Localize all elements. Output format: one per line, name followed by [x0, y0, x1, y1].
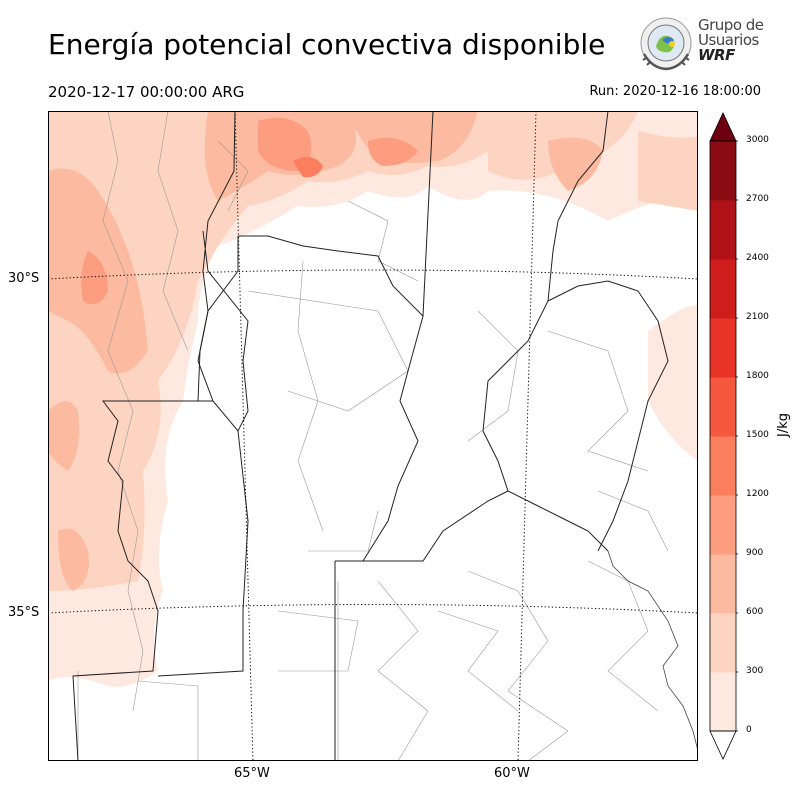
cape-map — [48, 111, 698, 761]
lat-label-30s: 30°S — [8, 271, 40, 286]
colorbar-tick-label: 1200 — [746, 489, 769, 499]
colorbar-tick-label: 2400 — [746, 253, 769, 263]
colorbar — [709, 112, 738, 760]
colorbar-tick-label: 2100 — [746, 312, 769, 322]
colorbar-tick-label: 1500 — [746, 430, 769, 440]
lat-label-35s: 35°S — [8, 605, 40, 620]
valid-time: 2020-12-17 00:00:00 ARG — [48, 83, 245, 101]
logo-text-wrf: WRF — [698, 46, 735, 64]
colorbar-bin — [710, 377, 736, 437]
graticule — [48, 111, 698, 761]
lon-label-60w: 60°W — [494, 766, 530, 781]
colorbar-tick-label: 600 — [746, 607, 764, 617]
colorbar-bin — [710, 554, 736, 614]
colorbar-bin — [710, 613, 736, 673]
map-frame — [48, 111, 698, 761]
colorbar-bin — [710, 436, 736, 496]
lon-label-65w: 65°W — [234, 766, 270, 781]
logo-text-line2: Usuarios — [698, 31, 759, 49]
colorbar-tick-label: 0 — [746, 725, 752, 735]
colorbar-bin — [710, 200, 736, 260]
colorbar-tick-label: 3000 — [746, 135, 769, 145]
colorbar-tick-label: 2700 — [746, 194, 769, 204]
wrf-emblem-icon — [640, 17, 692, 71]
colorbar-extend-max — [709, 112, 737, 142]
colorbar-bin — [710, 495, 736, 555]
colorbar-bin — [710, 259, 736, 319]
colorbar-bin — [710, 141, 736, 201]
coastline — [607, 550, 698, 752]
colorbar-tick-label: 1800 — [746, 371, 769, 381]
province-boundaries — [48, 111, 669, 761]
colorbar-unit-label: J/kg — [776, 413, 791, 437]
run-time: Run: 2020-12-16 18:00:00 — [589, 84, 761, 99]
colorbar-bin — [710, 672, 736, 732]
logo-text-line1: Grupo de — [698, 16, 764, 34]
colorbar-bins — [710, 141, 736, 732]
colorbar-extend-min — [709, 730, 737, 760]
colorbar-bin — [710, 318, 736, 378]
grupo-usuarios-wrf-logo: Grupo de Usuarios WRF — [638, 14, 768, 76]
colorbar-tick-label: 300 — [746, 666, 764, 676]
map-title: Energía potencial convectiva disponible — [48, 28, 606, 61]
colorbar-tick-marks — [736, 140, 738, 732]
admin-boundaries — [77, 111, 669, 761]
colorbar-tick-label: 900 — [746, 548, 764, 558]
cape-shading — [48, 111, 698, 687]
